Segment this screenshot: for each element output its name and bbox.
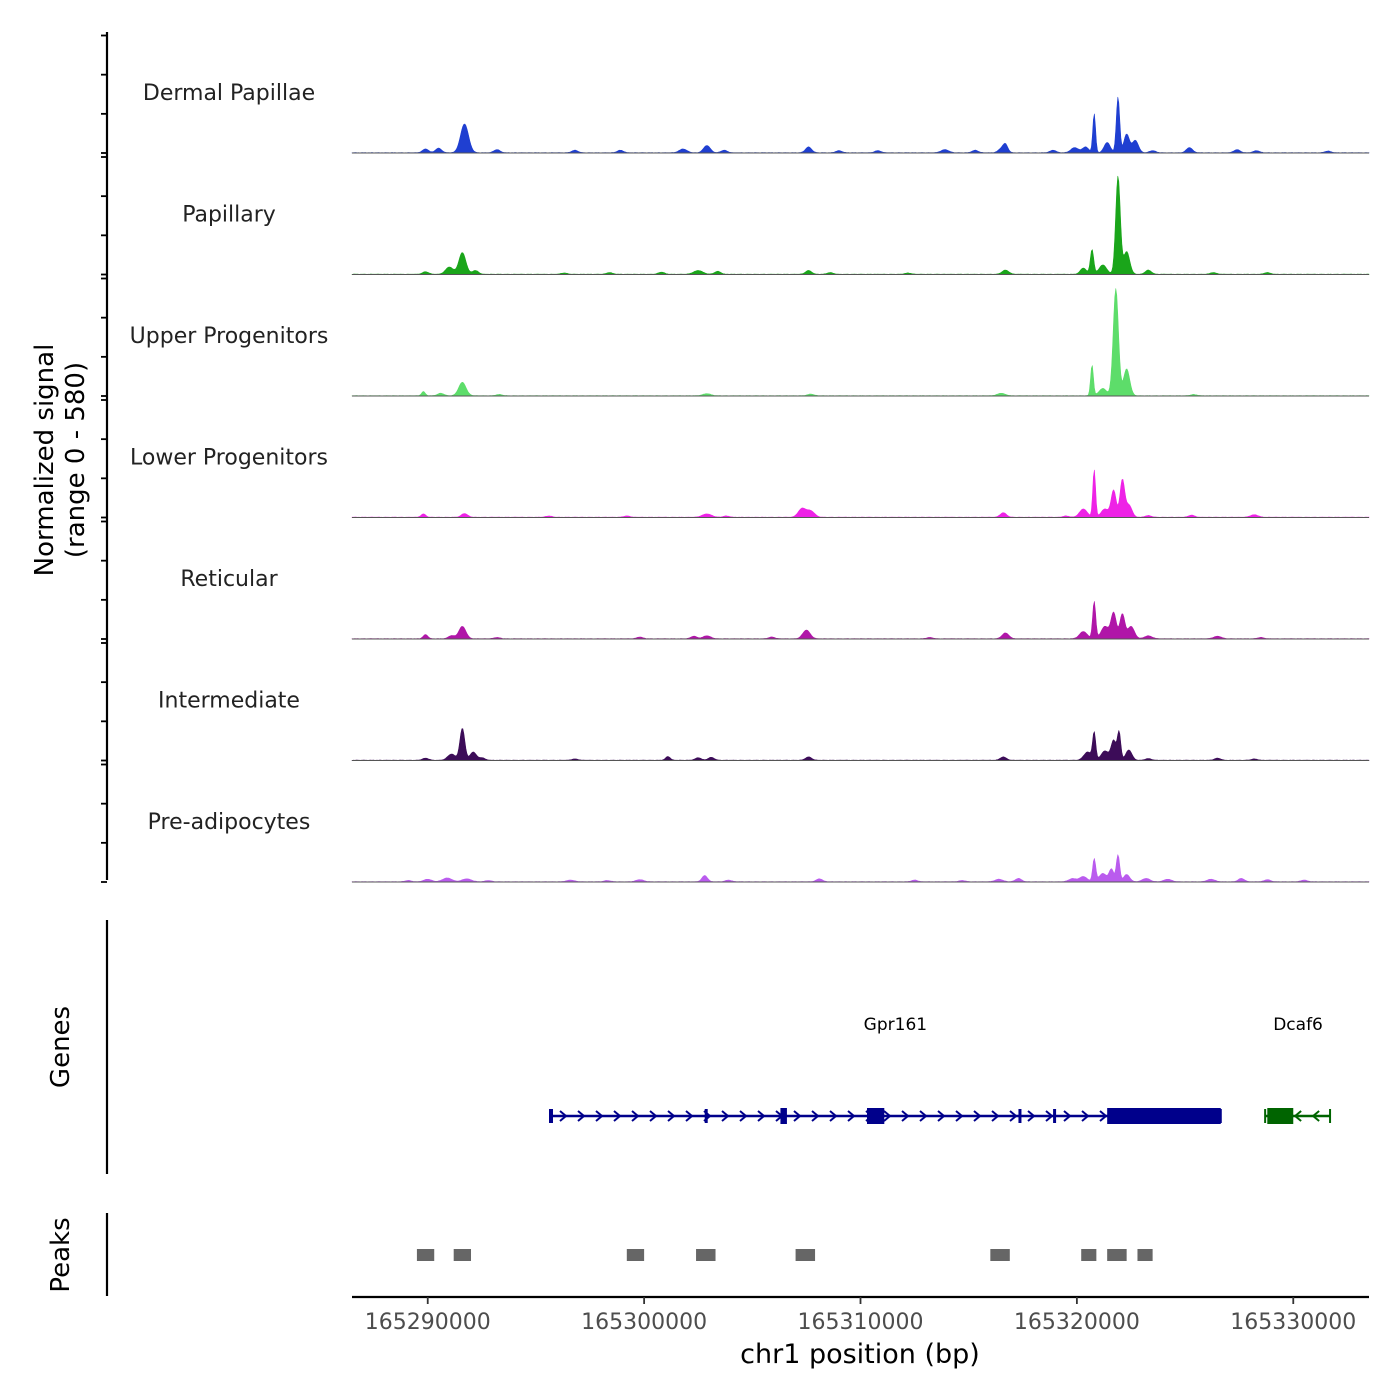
strand-arrow [1081, 1110, 1090, 1122]
peak-region [1137, 1249, 1153, 1261]
strand-arrow [739, 1110, 748, 1122]
track-signal-area [351, 288, 1370, 397]
track-signal-area [351, 96, 1370, 154]
x-tick-label: 165300000 [581, 1310, 707, 1335]
strand-arrow [577, 1110, 586, 1122]
x-axis: 165290000 165300000 165310000 165320000 1653… [352, 1295, 1369, 1370]
x-tick-label: 165330000 [1230, 1310, 1356, 1335]
coverage-tracks: Dermal Papillae Papillary Upper Progenitor… [130, 81, 1370, 883]
track-label: Pre-adipocytes [148, 810, 311, 835]
track-label: Lower Progenitors [130, 446, 328, 471]
strand-arrow [883, 1110, 892, 1122]
peak-region [990, 1249, 1010, 1261]
strand-arrow [685, 1110, 694, 1122]
gene-exon [549, 1109, 553, 1123]
strand-arrow [829, 1110, 838, 1122]
track-signal-area [351, 728, 1370, 761]
genes-panel: Genes Gpr161 Dcaf6 [46, 920, 1332, 1174]
track-papillary: Papillary [182, 175, 1370, 275]
strand-arrow [991, 1110, 1000, 1122]
gene-exon [704, 1109, 708, 1123]
track-lower-progenitors: Lower Progenitors [130, 446, 1370, 518]
track-pre-adipocytes: Pre-adipocytes [148, 810, 1370, 883]
peak-region [696, 1249, 716, 1261]
signal-y-axis [101, 32, 109, 883]
strand-arrow [1009, 1110, 1018, 1122]
x-tick-label: 165310000 [798, 1310, 924, 1335]
peak-region [795, 1249, 816, 1261]
peak-region [1081, 1249, 1097, 1261]
peak-region [1107, 1249, 1127, 1261]
strand-arrow [1293, 1110, 1302, 1122]
track-label: Dermal Papillae [143, 81, 315, 106]
strand-arrow [649, 1110, 658, 1122]
strand-arrow [613, 1110, 622, 1122]
x-tick-label: 165290000 [365, 1310, 491, 1335]
track-label: Reticular [180, 567, 278, 592]
gene-exon [780, 1108, 787, 1124]
strand-arrow [667, 1110, 676, 1122]
gene-gpr161: Gpr161 [548, 1015, 1222, 1124]
track-dermal-papillae: Dermal Papillae [143, 81, 1370, 154]
track-label: Intermediate [158, 689, 300, 714]
signal-y-axis-ticks [101, 34, 107, 883]
peaks-panel: Peaks [46, 1213, 1153, 1296]
strand-arrow [721, 1110, 730, 1122]
strand-arrow [631, 1110, 640, 1122]
genes-axis-label: Genes [46, 1006, 76, 1088]
gene-exon [1053, 1109, 1057, 1123]
strand-arrow [757, 1110, 766, 1122]
peaks-axis-label: Peaks [46, 1217, 76, 1292]
strand-arrow [937, 1110, 946, 1122]
peak-regions [416, 1249, 1153, 1261]
strand-arrow [901, 1110, 910, 1122]
gene-dcaf6: Dcaf6 [1264, 1015, 1332, 1124]
strand-arrow [1311, 1110, 1320, 1122]
peak-region [416, 1249, 435, 1261]
track-reticular: Reticular [180, 567, 1370, 640]
signal-y-label-line1: Normalized signal [30, 344, 60, 577]
gene-exon [1107, 1108, 1221, 1124]
gene-exon [1267, 1108, 1294, 1124]
x-axis-ticks: 165290000 165300000 165310000 165320000 1653… [365, 1297, 1356, 1335]
strand-arrow [973, 1110, 982, 1122]
gene-exon [1018, 1109, 1022, 1123]
track-signal-area [351, 175, 1370, 275]
track-upper-progenitors: Upper Progenitors [130, 288, 1370, 397]
gene-models: Gpr161 Dcaf6 [548, 1015, 1332, 1124]
strand-arrow [1063, 1110, 1072, 1122]
strand-arrow [1027, 1110, 1036, 1122]
track-label: Upper Progenitors [130, 324, 329, 349]
track-intermediate: Intermediate [158, 689, 1370, 761]
gene-label: Dcaf6 [1273, 1015, 1323, 1035]
gene-exon [866, 1108, 885, 1124]
peak-region [626, 1249, 645, 1261]
strand-arrow [919, 1110, 928, 1122]
x-axis-title: chr1 position (bp) [740, 1339, 980, 1370]
strand-arrow [955, 1110, 964, 1122]
peak-region [453, 1249, 472, 1261]
strand-arrow [595, 1110, 604, 1122]
track-signal-area [351, 601, 1370, 640]
strand-arrow [1045, 1110, 1054, 1122]
gene-label: Gpr161 [864, 1015, 927, 1035]
track-signal-area [351, 469, 1370, 518]
strand-arrow [847, 1110, 856, 1122]
strand-arrow [793, 1110, 802, 1122]
strand-arrow [811, 1110, 820, 1122]
x-tick-label: 165320000 [1014, 1310, 1140, 1335]
track-signal-area [351, 854, 1370, 883]
strand-arrow [1099, 1110, 1108, 1122]
strand-arrow [559, 1110, 568, 1122]
track-label: Papillary [182, 203, 276, 228]
signal-y-label-line2: (range 0 - 580) [61, 362, 91, 558]
